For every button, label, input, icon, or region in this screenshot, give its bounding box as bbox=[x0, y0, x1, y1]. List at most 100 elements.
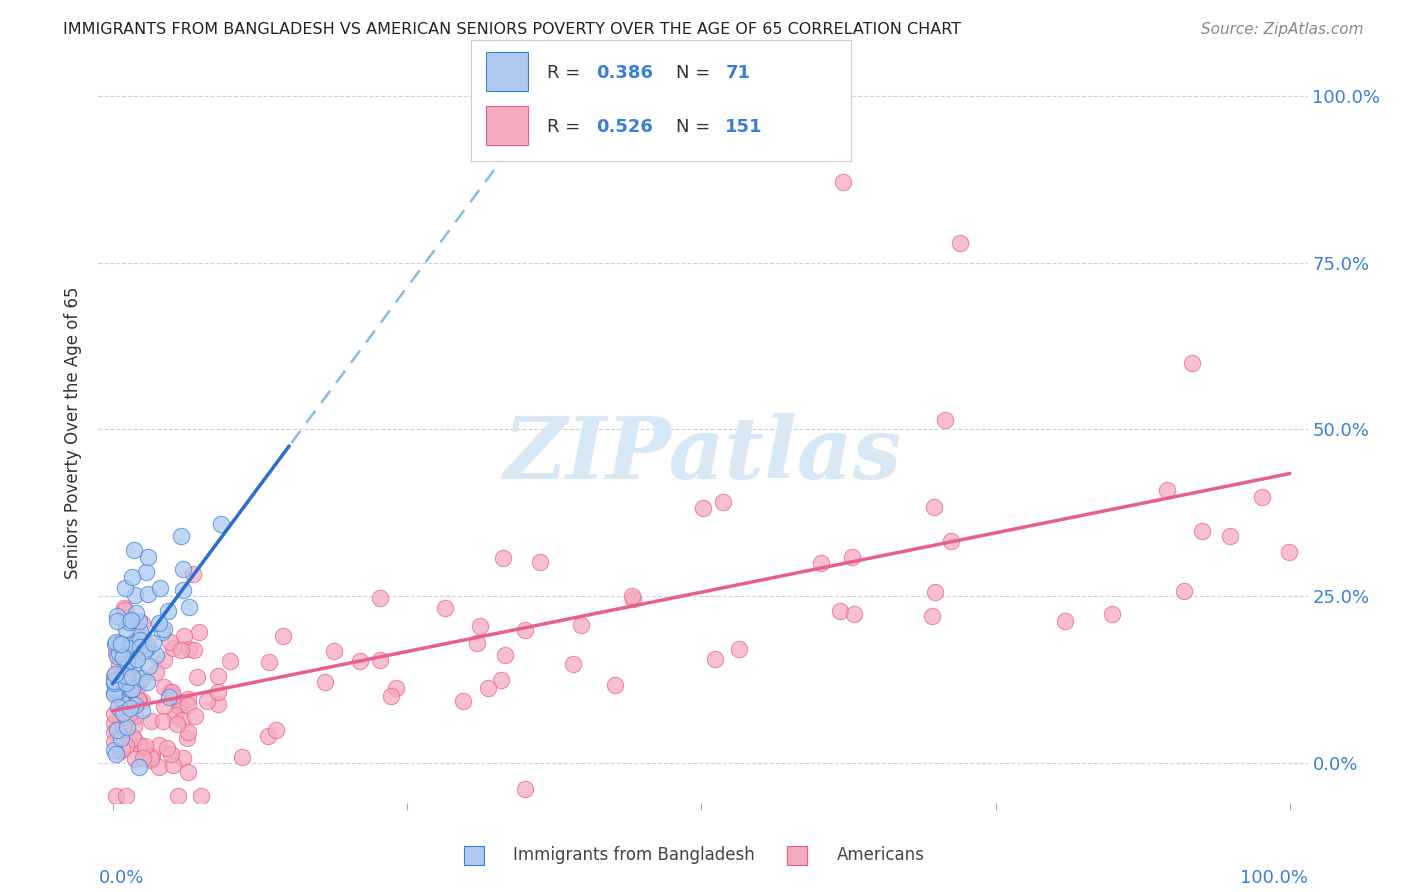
Point bbox=[489, 673, 512, 687]
Point bbox=[114, 581, 136, 595]
Point bbox=[385, 681, 408, 695]
Point bbox=[124, 645, 146, 659]
Point bbox=[114, 602, 136, 616]
Text: Americans: Americans bbox=[837, 847, 925, 864]
Point bbox=[513, 782, 536, 797]
Point bbox=[131, 615, 153, 630]
Point bbox=[105, 684, 128, 698]
Point bbox=[103, 674, 125, 689]
Point bbox=[176, 698, 198, 712]
Text: Immigrants from Bangladesh: Immigrants from Bangladesh bbox=[513, 847, 755, 864]
Text: Source: ZipAtlas.com: Source: ZipAtlas.com bbox=[1201, 22, 1364, 37]
Point bbox=[257, 655, 280, 669]
Point bbox=[271, 630, 294, 644]
Point bbox=[107, 672, 129, 686]
Point bbox=[264, 723, 287, 737]
Point bbox=[110, 637, 132, 651]
Text: 151: 151 bbox=[725, 118, 763, 136]
Point bbox=[148, 760, 170, 774]
Point bbox=[162, 640, 184, 655]
Point bbox=[529, 555, 551, 569]
Point bbox=[131, 634, 153, 648]
Point bbox=[115, 622, 138, 636]
Point bbox=[195, 693, 218, 707]
Point bbox=[115, 651, 138, 665]
Point bbox=[117, 655, 139, 669]
Point bbox=[141, 714, 163, 728]
Point bbox=[131, 703, 153, 717]
Point bbox=[207, 697, 229, 711]
Point bbox=[115, 676, 138, 690]
Text: N =: N = bbox=[676, 118, 716, 136]
Point bbox=[150, 624, 173, 639]
Point bbox=[124, 698, 146, 712]
Point bbox=[121, 678, 143, 692]
Point bbox=[114, 706, 136, 721]
Point bbox=[121, 669, 143, 683]
Point bbox=[127, 679, 149, 693]
Point bbox=[125, 607, 148, 621]
Point bbox=[135, 674, 157, 689]
Point bbox=[103, 676, 125, 690]
Point bbox=[136, 586, 159, 600]
Point bbox=[128, 624, 150, 638]
Point bbox=[112, 719, 135, 733]
Point bbox=[162, 758, 184, 772]
Point bbox=[111, 649, 134, 664]
Point bbox=[152, 653, 174, 667]
Point bbox=[117, 638, 139, 652]
Point bbox=[108, 647, 131, 661]
Point bbox=[115, 658, 138, 673]
Point bbox=[179, 599, 201, 614]
Point bbox=[114, 716, 136, 731]
Point bbox=[166, 716, 188, 731]
Point bbox=[434, 601, 457, 615]
Point bbox=[145, 665, 167, 680]
Point bbox=[148, 616, 170, 631]
Point bbox=[841, 550, 863, 565]
Point bbox=[219, 654, 242, 668]
Point bbox=[108, 636, 131, 650]
Point bbox=[111, 671, 134, 685]
Point bbox=[711, 495, 734, 509]
Point bbox=[603, 678, 626, 692]
Point bbox=[128, 739, 150, 753]
Point bbox=[621, 591, 644, 606]
Point bbox=[209, 516, 232, 531]
Bar bbox=[486, 52, 529, 91]
Point bbox=[127, 692, 149, 706]
Point bbox=[162, 685, 184, 699]
Point bbox=[949, 235, 972, 250]
Point bbox=[134, 739, 156, 754]
Point bbox=[120, 614, 142, 628]
Point bbox=[114, 669, 136, 683]
Point bbox=[136, 639, 159, 653]
Point bbox=[115, 698, 138, 712]
Point bbox=[173, 630, 195, 644]
Point bbox=[103, 669, 125, 683]
Point bbox=[115, 720, 138, 734]
Point bbox=[103, 725, 125, 739]
Point bbox=[117, 641, 139, 656]
Point bbox=[842, 607, 865, 621]
Point bbox=[170, 713, 193, 727]
Point bbox=[1181, 355, 1204, 369]
Point bbox=[118, 706, 141, 721]
Point bbox=[111, 706, 134, 720]
Point bbox=[103, 686, 125, 700]
Point bbox=[118, 682, 141, 697]
Point bbox=[132, 644, 155, 658]
Point bbox=[810, 556, 832, 570]
Point bbox=[129, 640, 152, 654]
Point bbox=[115, 738, 138, 752]
Text: N =: N = bbox=[676, 63, 716, 82]
Point bbox=[105, 649, 128, 664]
Point bbox=[107, 699, 129, 714]
Point bbox=[127, 627, 149, 641]
Point bbox=[105, 747, 128, 761]
Point bbox=[121, 681, 143, 696]
Point bbox=[120, 701, 142, 715]
Point bbox=[186, 670, 208, 684]
Point bbox=[141, 750, 163, 764]
Point bbox=[129, 632, 152, 647]
